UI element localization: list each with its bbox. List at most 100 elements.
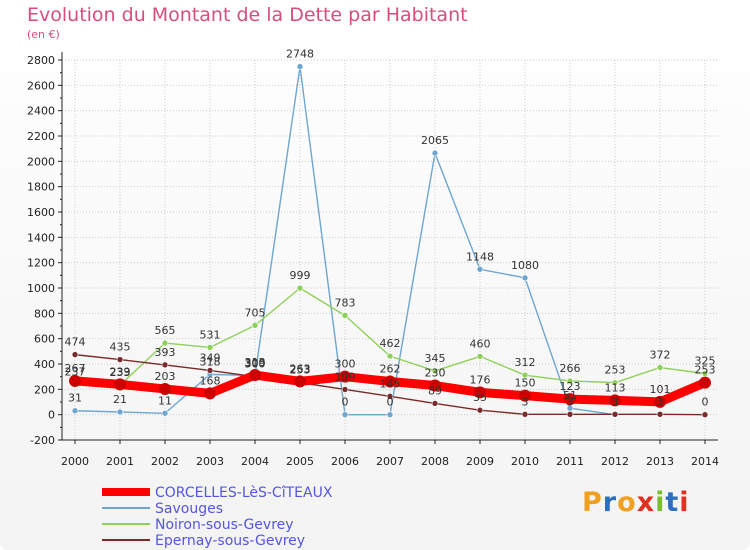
series-0-data-label: 309 <box>245 357 266 370</box>
series-2-point <box>386 392 394 400</box>
series-3-point <box>249 369 261 382</box>
series-0-data-label: 21 <box>113 393 127 406</box>
series-3-data-label: 267 <box>65 362 86 375</box>
y-tick-label: 1000 <box>27 282 55 295</box>
series-3-data-label: 230 <box>425 367 446 380</box>
logo-letter: o <box>617 487 637 518</box>
x-tick-label: 2003 <box>196 455 224 468</box>
series-2-point <box>611 410 619 418</box>
y-tick-label: 800 <box>34 307 55 320</box>
series-2-data-label: 253 <box>290 364 311 377</box>
series-1-data-label: 233 <box>110 366 131 379</box>
series-3-data-label: 239 <box>110 365 131 378</box>
series-lines <box>69 63 711 418</box>
series-2-data-label: 199 <box>335 370 356 383</box>
series-1-point <box>431 367 439 375</box>
series-2-data-label: 0 <box>702 396 709 409</box>
series-2-data-label: 3 <box>522 395 529 408</box>
series-2-point <box>206 367 214 374</box>
series-1-point <box>386 352 394 360</box>
series-2-data-label: 300 <box>245 358 266 371</box>
series-2-point <box>71 351 79 358</box>
x-tick-label: 2009 <box>466 455 494 468</box>
series-1-data-label: 460 <box>470 337 491 350</box>
series-1-data-label: 325 <box>695 355 716 368</box>
series-2-data-label: 145 <box>380 377 401 390</box>
series-3-data-label: 203 <box>155 370 176 383</box>
series-0-data-label: 0 <box>387 396 394 409</box>
series-3-point <box>159 382 171 395</box>
series-1-point <box>566 377 574 385</box>
series-2-point <box>341 386 349 393</box>
logo-letter: t <box>665 487 680 518</box>
series-3-point <box>294 375 306 388</box>
series-1-data-label: 462 <box>380 337 401 350</box>
series-3-data-label: 176 <box>470 373 491 386</box>
series-1-point <box>206 344 214 351</box>
legend-label: CORCELLES-LèS-CîTEAUX <box>155 485 333 501</box>
series-3-point <box>69 374 81 387</box>
series-3-point <box>519 389 531 402</box>
series-0-data-label: 31 <box>68 392 82 405</box>
series-2-data-label: 435 <box>110 341 131 354</box>
y-tick-label: 2400 <box>27 105 55 118</box>
series-3-data-label: 300 <box>335 358 356 371</box>
series-3-data-label: 113 <box>605 381 626 394</box>
x-tick-label: 2013 <box>646 455 674 468</box>
x-tick-label: 2008 <box>421 455 449 468</box>
series-2-point <box>566 410 574 418</box>
series-3-data-label: 262 <box>380 362 401 375</box>
x-tick-label: 2010 <box>511 455 539 468</box>
series-1-point <box>701 370 709 377</box>
y-tick-label: 600 <box>34 333 55 346</box>
series-1-data-label: 999 <box>290 269 311 282</box>
y-tick-label: 2200 <box>27 130 55 143</box>
series-0-point <box>431 149 439 157</box>
series-1-point <box>656 364 664 371</box>
legend-label: Epernay-sous-Gevrey <box>155 533 305 549</box>
grid <box>62 59 718 441</box>
y-tick-label: 2600 <box>27 79 55 92</box>
series-0-point <box>296 63 304 70</box>
series-2-point <box>521 410 529 418</box>
series-3-point <box>609 394 621 407</box>
series-1-data-label: 783 <box>335 296 356 309</box>
series-1-point <box>296 284 304 292</box>
series-2-data-label: 3 <box>612 395 619 408</box>
y-tick-label: 0 <box>48 409 55 422</box>
y-tick-label: 1200 <box>27 257 55 270</box>
x-tick-label: 2011 <box>556 455 584 468</box>
series-1-data-label: 266 <box>560 362 581 375</box>
series-3-point <box>654 395 666 408</box>
x-tick-label: 2012 <box>601 455 629 468</box>
series-2-point <box>116 356 124 363</box>
series-3-data-label: 263 <box>290 362 311 375</box>
series-2-point <box>161 361 169 369</box>
series-0-data-label: 1080 <box>511 259 539 272</box>
series-0-point <box>341 411 349 418</box>
y-tick-label: 200 <box>34 383 55 396</box>
x-tick-label: 2007 <box>376 455 404 468</box>
series-3-data-label: 123 <box>560 380 581 393</box>
series-2-data-label: 3 <box>567 395 574 408</box>
series-1-point <box>476 353 484 360</box>
series-2-data-label: 35 <box>473 391 487 404</box>
y-tick-label: 400 <box>34 358 55 371</box>
series-1-data-label: 237 <box>65 366 86 379</box>
series-0-data-label: 2748 <box>286 48 314 61</box>
series-2-data-label: 349 <box>200 351 221 364</box>
series-0-data-label: 11 <box>158 394 172 407</box>
series-1-data-label: 253 <box>605 364 626 377</box>
series-3-point <box>429 379 441 392</box>
logo-letter: i <box>679 487 690 518</box>
series-3-point <box>564 393 576 406</box>
y-tick-label: 2000 <box>27 155 55 168</box>
unit-label: (en €) <box>27 28 60 41</box>
series-3-point <box>384 375 396 388</box>
x-tick-label: 2001 <box>106 455 134 468</box>
series-3-data-label: 168 <box>200 374 221 387</box>
series-2-point <box>476 406 484 414</box>
series-1-data-label: 345 <box>425 352 446 365</box>
